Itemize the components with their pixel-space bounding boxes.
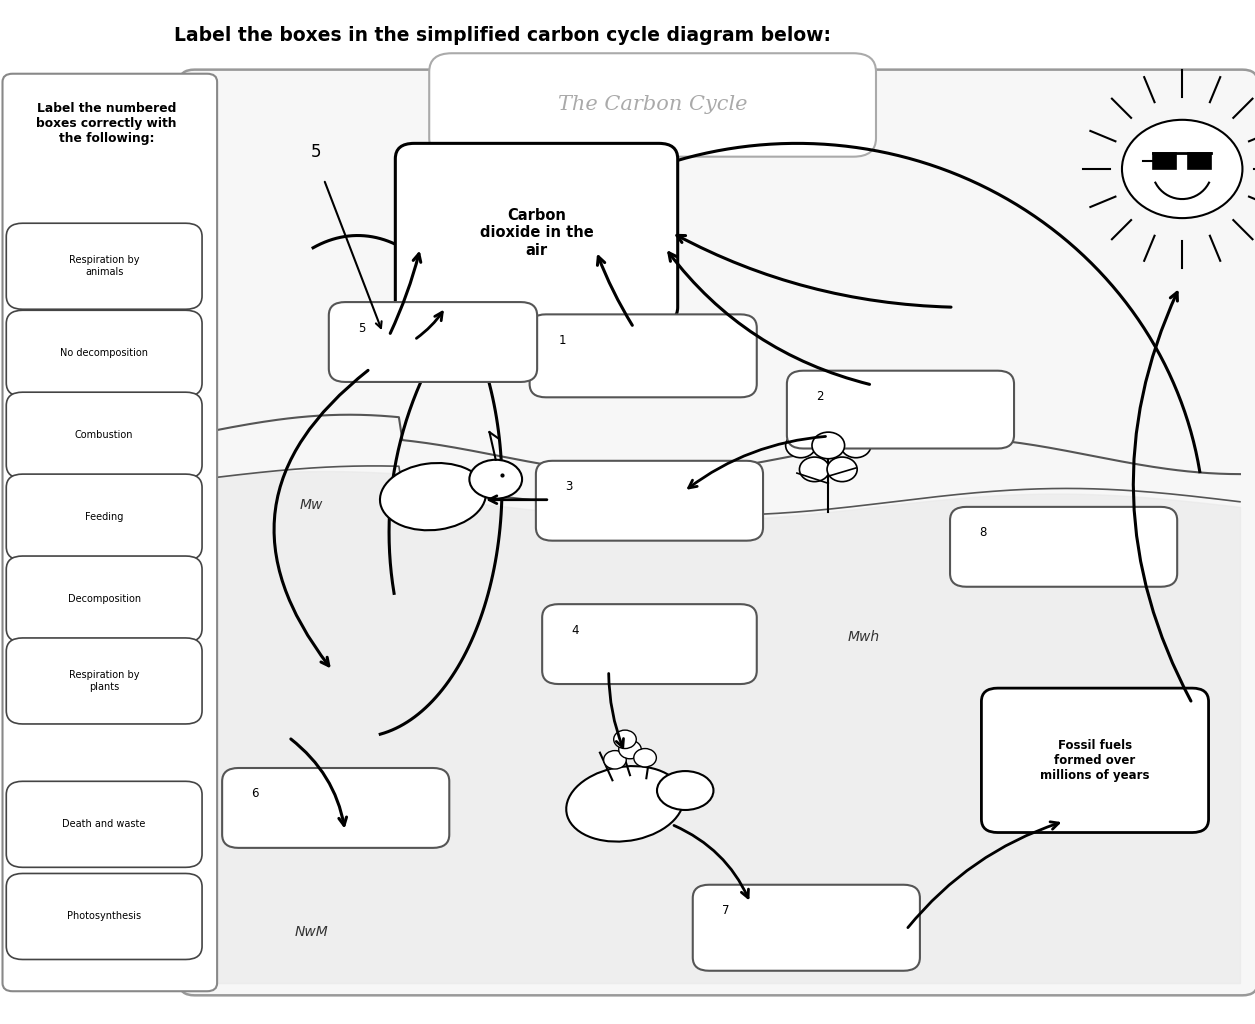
Text: Label the numbered
boxes correctly with
the following:: Label the numbered boxes correctly with … xyxy=(36,102,177,145)
Text: Mwh: Mwh xyxy=(847,630,880,644)
Text: Respiration by
plants: Respiration by plants xyxy=(69,670,139,692)
FancyBboxPatch shape xyxy=(6,638,202,724)
Text: Death and waste: Death and waste xyxy=(63,819,146,829)
Text: Photosynthesis: Photosynthesis xyxy=(67,911,142,922)
Circle shape xyxy=(604,751,626,769)
Text: Combustion: Combustion xyxy=(75,430,133,440)
Text: No decomposition: No decomposition xyxy=(60,348,148,358)
FancyBboxPatch shape xyxy=(6,781,202,867)
Text: Feeding: Feeding xyxy=(85,512,123,522)
FancyBboxPatch shape xyxy=(329,302,537,382)
Text: 6: 6 xyxy=(251,787,259,801)
Circle shape xyxy=(619,740,641,759)
Ellipse shape xyxy=(469,460,522,499)
Text: 7: 7 xyxy=(722,904,729,918)
Circle shape xyxy=(827,457,857,481)
Circle shape xyxy=(614,730,636,749)
Text: 1: 1 xyxy=(558,334,566,347)
Text: Mw: Mw xyxy=(300,498,323,512)
Text: 5: 5 xyxy=(311,142,321,161)
FancyBboxPatch shape xyxy=(1153,153,1176,169)
Ellipse shape xyxy=(566,766,684,842)
Text: Label the boxes in the simplified carbon cycle diagram below:: Label the boxes in the simplified carbon… xyxy=(173,26,831,45)
Text: 8: 8 xyxy=(979,526,986,540)
FancyBboxPatch shape xyxy=(429,53,876,157)
Circle shape xyxy=(827,410,857,434)
FancyBboxPatch shape xyxy=(395,143,678,323)
Ellipse shape xyxy=(658,771,713,810)
FancyBboxPatch shape xyxy=(6,223,202,309)
Circle shape xyxy=(799,457,830,481)
FancyBboxPatch shape xyxy=(787,371,1014,449)
Text: 4: 4 xyxy=(571,624,579,637)
FancyBboxPatch shape xyxy=(222,768,449,848)
Circle shape xyxy=(812,432,845,459)
Circle shape xyxy=(841,433,871,458)
Text: Fossil fuels
formed over
millions of years: Fossil fuels formed over millions of yea… xyxy=(1040,739,1150,781)
Text: 2: 2 xyxy=(816,390,823,403)
FancyBboxPatch shape xyxy=(6,474,202,560)
FancyBboxPatch shape xyxy=(693,885,920,971)
Text: The Carbon Cycle: The Carbon Cycle xyxy=(558,95,747,115)
FancyBboxPatch shape xyxy=(981,688,1209,833)
FancyBboxPatch shape xyxy=(6,310,202,396)
FancyBboxPatch shape xyxy=(950,507,1177,587)
FancyBboxPatch shape xyxy=(536,461,763,541)
FancyBboxPatch shape xyxy=(542,604,757,684)
Text: Carbon
dioxide in the
air: Carbon dioxide in the air xyxy=(479,208,594,258)
FancyBboxPatch shape xyxy=(1188,153,1211,169)
Circle shape xyxy=(634,749,656,767)
Circle shape xyxy=(799,410,830,434)
FancyBboxPatch shape xyxy=(6,392,202,478)
FancyBboxPatch shape xyxy=(179,70,1255,995)
Text: Respiration by
animals: Respiration by animals xyxy=(69,255,139,278)
FancyBboxPatch shape xyxy=(530,314,757,397)
Ellipse shape xyxy=(380,463,486,530)
Text: 3: 3 xyxy=(565,480,572,494)
FancyBboxPatch shape xyxy=(6,873,202,959)
Text: Decomposition: Decomposition xyxy=(68,594,141,604)
Text: 5: 5 xyxy=(358,322,365,335)
Text: NwM: NwM xyxy=(295,925,328,939)
Circle shape xyxy=(1122,120,1242,218)
FancyBboxPatch shape xyxy=(3,74,217,991)
FancyBboxPatch shape xyxy=(6,556,202,642)
Circle shape xyxy=(786,433,816,458)
